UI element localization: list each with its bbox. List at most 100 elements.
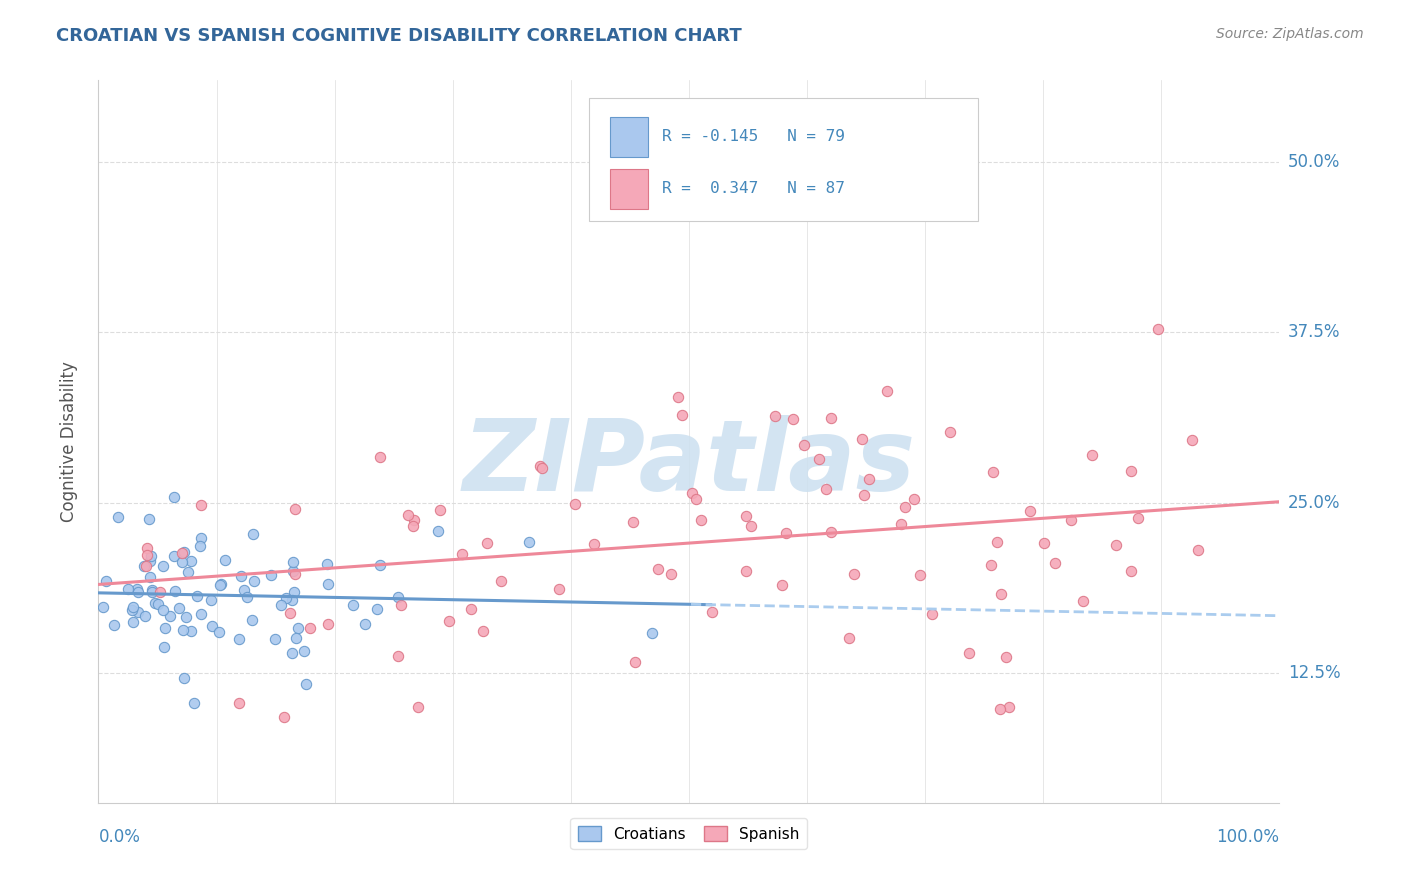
Point [242, 574, 264, 588]
Point [770, 578, 793, 592]
Y-axis label: Cognitive Disability: Cognitive Disability [59, 361, 77, 522]
Point [740, 518, 762, 533]
Point [1019, 504, 1042, 518]
Point [530, 461, 553, 475]
Point [894, 500, 917, 514]
Point [107, 509, 129, 524]
Point [903, 492, 925, 507]
Point [299, 621, 322, 635]
Point [548, 582, 571, 597]
Point [387, 649, 409, 664]
Point [162, 549, 184, 563]
Point [1081, 448, 1104, 462]
Point [775, 525, 797, 540]
Point [1119, 564, 1142, 578]
Point [583, 536, 606, 550]
Point [451, 547, 474, 561]
Point [815, 483, 838, 497]
Point [647, 562, 669, 576]
Point [172, 555, 194, 569]
Point [939, 425, 962, 439]
Point [957, 646, 980, 660]
Point [980, 558, 1002, 572]
Point [402, 518, 425, 533]
Point [981, 465, 1004, 479]
Point [180, 624, 202, 638]
Point [91, 600, 114, 615]
Point [820, 410, 842, 425]
Point [242, 527, 264, 541]
Point [908, 568, 931, 582]
Point [406, 700, 429, 714]
Point [284, 566, 307, 581]
Point [368, 558, 391, 573]
Point [851, 432, 873, 446]
Point [233, 582, 256, 597]
Point [921, 607, 943, 622]
Point [640, 626, 662, 640]
Point [173, 671, 195, 685]
Point [260, 567, 283, 582]
Point [1187, 542, 1209, 557]
Point [852, 488, 875, 502]
Point [146, 597, 169, 611]
Point [763, 409, 786, 424]
Point [208, 624, 231, 639]
Point [149, 585, 172, 599]
Point [209, 577, 232, 591]
Point [127, 585, 149, 599]
Point [387, 590, 409, 604]
Point [429, 503, 451, 517]
Bar [610, 169, 648, 209]
Point [1181, 433, 1204, 447]
Point [165, 584, 187, 599]
Point [427, 524, 450, 539]
Point [735, 509, 758, 524]
Point [782, 412, 804, 426]
Point [200, 592, 222, 607]
Point [190, 607, 212, 621]
Point [139, 570, 162, 584]
Point [186, 590, 208, 604]
Point [700, 605, 723, 619]
Point [292, 644, 315, 658]
Point [132, 558, 155, 573]
Point [188, 539, 211, 553]
Point [103, 617, 125, 632]
Point [280, 607, 302, 621]
Point [354, 617, 377, 632]
Point [842, 566, 865, 581]
Point [283, 555, 305, 569]
Text: 37.5%: 37.5% [1288, 324, 1340, 342]
Bar [610, 117, 648, 156]
Point [988, 702, 1011, 716]
Point [1032, 535, 1054, 549]
Point [838, 632, 860, 646]
Point [1119, 465, 1142, 479]
Point [270, 598, 292, 612]
Point [858, 472, 880, 486]
Point [402, 513, 425, 527]
Text: 12.5%: 12.5% [1288, 665, 1340, 682]
Point [228, 632, 250, 646]
Point [170, 546, 193, 560]
Point [994, 649, 1017, 664]
Point [437, 614, 460, 628]
Point [793, 438, 815, 452]
Point [153, 622, 176, 636]
Point [281, 647, 304, 661]
Point [621, 516, 644, 530]
Text: R =  0.347   N = 87: R = 0.347 N = 87 [662, 181, 845, 196]
Point [287, 621, 309, 635]
Point [173, 545, 195, 559]
Point [681, 486, 703, 500]
Point [389, 598, 412, 612]
Point [201, 619, 224, 633]
Point [876, 384, 898, 399]
Point [163, 490, 186, 504]
Point [1146, 322, 1168, 336]
Point [820, 524, 842, 539]
Point [167, 601, 190, 615]
Text: 25.0%: 25.0% [1288, 494, 1340, 512]
Point [121, 603, 143, 617]
